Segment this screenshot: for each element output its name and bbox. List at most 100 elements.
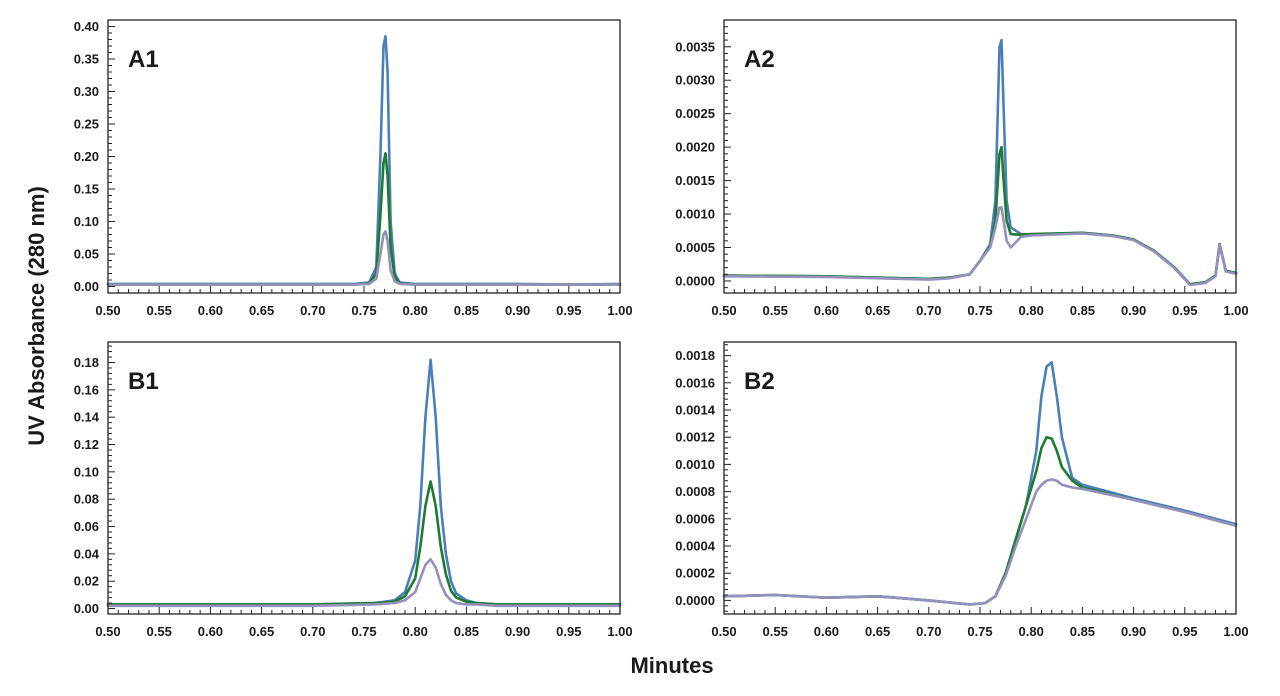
y-tick-label: 0.14 (74, 410, 100, 425)
x-tick-label: 0.90 (505, 624, 530, 639)
panel-a2: 0.50 0.55 0.60 0.65 0.70 0.75 0.80 0.85 0.90 0.95… (675, 19, 1249, 318)
y-tick-label: 0.0016 (675, 375, 715, 390)
plot-frame (723, 19, 1237, 294)
x-tick-label: 0.80 (1019, 624, 1044, 639)
y-tick-label: 0.12 (74, 437, 99, 452)
x-tick-label: 0.75 (351, 303, 376, 318)
y-tick-label: 0.0020 (675, 140, 715, 155)
series-line-3 (722, 478, 1238, 606)
plot-frame (107, 19, 621, 294)
y-tick-label: 0.18 (74, 355, 99, 370)
x-tick-label: 0.85 (1070, 303, 1095, 318)
x-tick-label: 0.50 (95, 303, 120, 318)
x-tick-label: 0.85 (454, 624, 479, 639)
y-tick-label: 0.06 (74, 519, 99, 534)
y-axis-title: UV Absorbance (280 nm) (24, 186, 49, 446)
y-tick-label: 0.05 (74, 247, 99, 262)
panel-label: B2 (744, 368, 775, 395)
series-line-2 (106, 152, 622, 286)
y-tick-label: 0.0015 (675, 173, 715, 188)
y-tick-label: 0.0008 (675, 484, 715, 499)
y-tick-label: 0.02 (74, 574, 99, 589)
y-tick-label: 0.10 (74, 214, 99, 229)
y-tick-label: 0.16 (74, 382, 99, 397)
x-tick-label: 0.60 (198, 303, 223, 318)
y-tick-label: 0.15 (74, 182, 99, 197)
x-tick-label: 0.65 (249, 624, 274, 639)
y-tick-label: 0.10 (74, 464, 99, 479)
panel-label: A1 (128, 46, 159, 73)
x-tick-label: 0.95 (556, 624, 581, 639)
panel-b1: 0.50 0.55 0.60 0.65 0.70 0.75 0.80 0.85 0.90 0.95… (74, 341, 633, 639)
y-tick-label: 0.0000 (675, 593, 715, 608)
x-tick-label: 0.70 (916, 303, 941, 318)
series-line-2 (106, 480, 622, 606)
x-tick-label: 0.80 (403, 624, 428, 639)
y-tick-label: 0.0030 (675, 73, 715, 88)
y-tick-label: 0.0002 (675, 566, 715, 581)
x-tick-label: 0.55 (147, 624, 172, 639)
y-tick-label: 0.20 (74, 149, 99, 164)
panel-b2: 0.50 0.55 0.60 0.65 0.70 0.75 0.80 0.85 0.90 0.95… (675, 341, 1249, 639)
y-tick-label: 0.00 (74, 279, 99, 294)
series-line-1 (106, 358, 622, 606)
x-tick-label: 0.85 (454, 303, 479, 318)
x-tick-label: 0.55 (763, 624, 788, 639)
x-tick-label: 0.60 (198, 624, 223, 639)
y-tick-label: 0.0025 (675, 106, 715, 121)
x-tick-label: 1.00 (607, 303, 632, 318)
y-tick-label: 0.0010 (675, 457, 715, 472)
y-tick-label: 0.0006 (675, 511, 715, 526)
y-tick-label: 0.25 (74, 117, 99, 132)
series-line-2 (722, 145, 1238, 286)
y-tick-label: 0.04 (74, 546, 100, 561)
x-tick-label: 1.00 (607, 624, 632, 639)
x-tick-label: 0.55 (763, 303, 788, 318)
x-tick-label: 0.75 (967, 624, 992, 639)
x-tick-label: 0.55 (147, 303, 172, 318)
x-tick-label: 0.90 (1121, 303, 1146, 318)
x-tick-label: 0.90 (1121, 624, 1146, 639)
x-tick-label: 0.75 (967, 303, 992, 318)
y-tick-label: 0.0005 (675, 240, 715, 255)
y-tick-label: 0.00 (74, 601, 99, 616)
plot-frame (107, 341, 621, 615)
x-tick-label: 0.50 (711, 303, 736, 318)
x-tick-label: 1.00 (1223, 303, 1248, 318)
series-line-1 (106, 35, 622, 286)
x-tick-label: 0.65 (865, 624, 890, 639)
series-line-3 (722, 206, 1238, 287)
y-tick-label: 0.0018 (675, 348, 715, 363)
y-tick-label: 0.0010 (675, 207, 715, 222)
x-tick-label: 0.70 (300, 303, 325, 318)
y-tick-label: 0.0035 (675, 39, 715, 54)
x-tick-label: 0.95 (1172, 624, 1197, 639)
series-line-1 (722, 361, 1238, 606)
series-line-3 (106, 230, 622, 286)
x-tick-label: 0.70 (916, 624, 941, 639)
x-tick-label: 0.90 (505, 303, 530, 318)
panel-label: A2 (744, 46, 775, 73)
x-tick-label: 0.95 (1172, 303, 1197, 318)
x-tick-label: 0.85 (1070, 624, 1095, 639)
x-tick-label: 0.65 (865, 303, 890, 318)
x-tick-label: 0.80 (1019, 303, 1044, 318)
x-tick-label: 0.60 (814, 624, 839, 639)
y-tick-label: 0.08 (74, 492, 99, 507)
x-tick-label: 0.50 (711, 624, 736, 639)
panel-label: B1 (128, 368, 159, 395)
x-axis-title: Minutes (630, 653, 713, 678)
x-tick-label: 0.95 (556, 303, 581, 318)
x-tick-label: 0.70 (300, 624, 325, 639)
series-line-2 (722, 435, 1238, 606)
x-tick-label: 0.80 (403, 303, 428, 318)
plot-frame (723, 341, 1237, 615)
y-tick-label: 0.30 (74, 84, 99, 99)
x-tick-label: 0.75 (351, 624, 376, 639)
x-tick-label: 1.00 (1223, 624, 1248, 639)
x-tick-label: 0.60 (814, 303, 839, 318)
y-tick-label: 0.35 (74, 52, 99, 67)
y-tick-label: 0.0000 (675, 273, 715, 288)
y-tick-label: 0.0014 (675, 403, 716, 418)
